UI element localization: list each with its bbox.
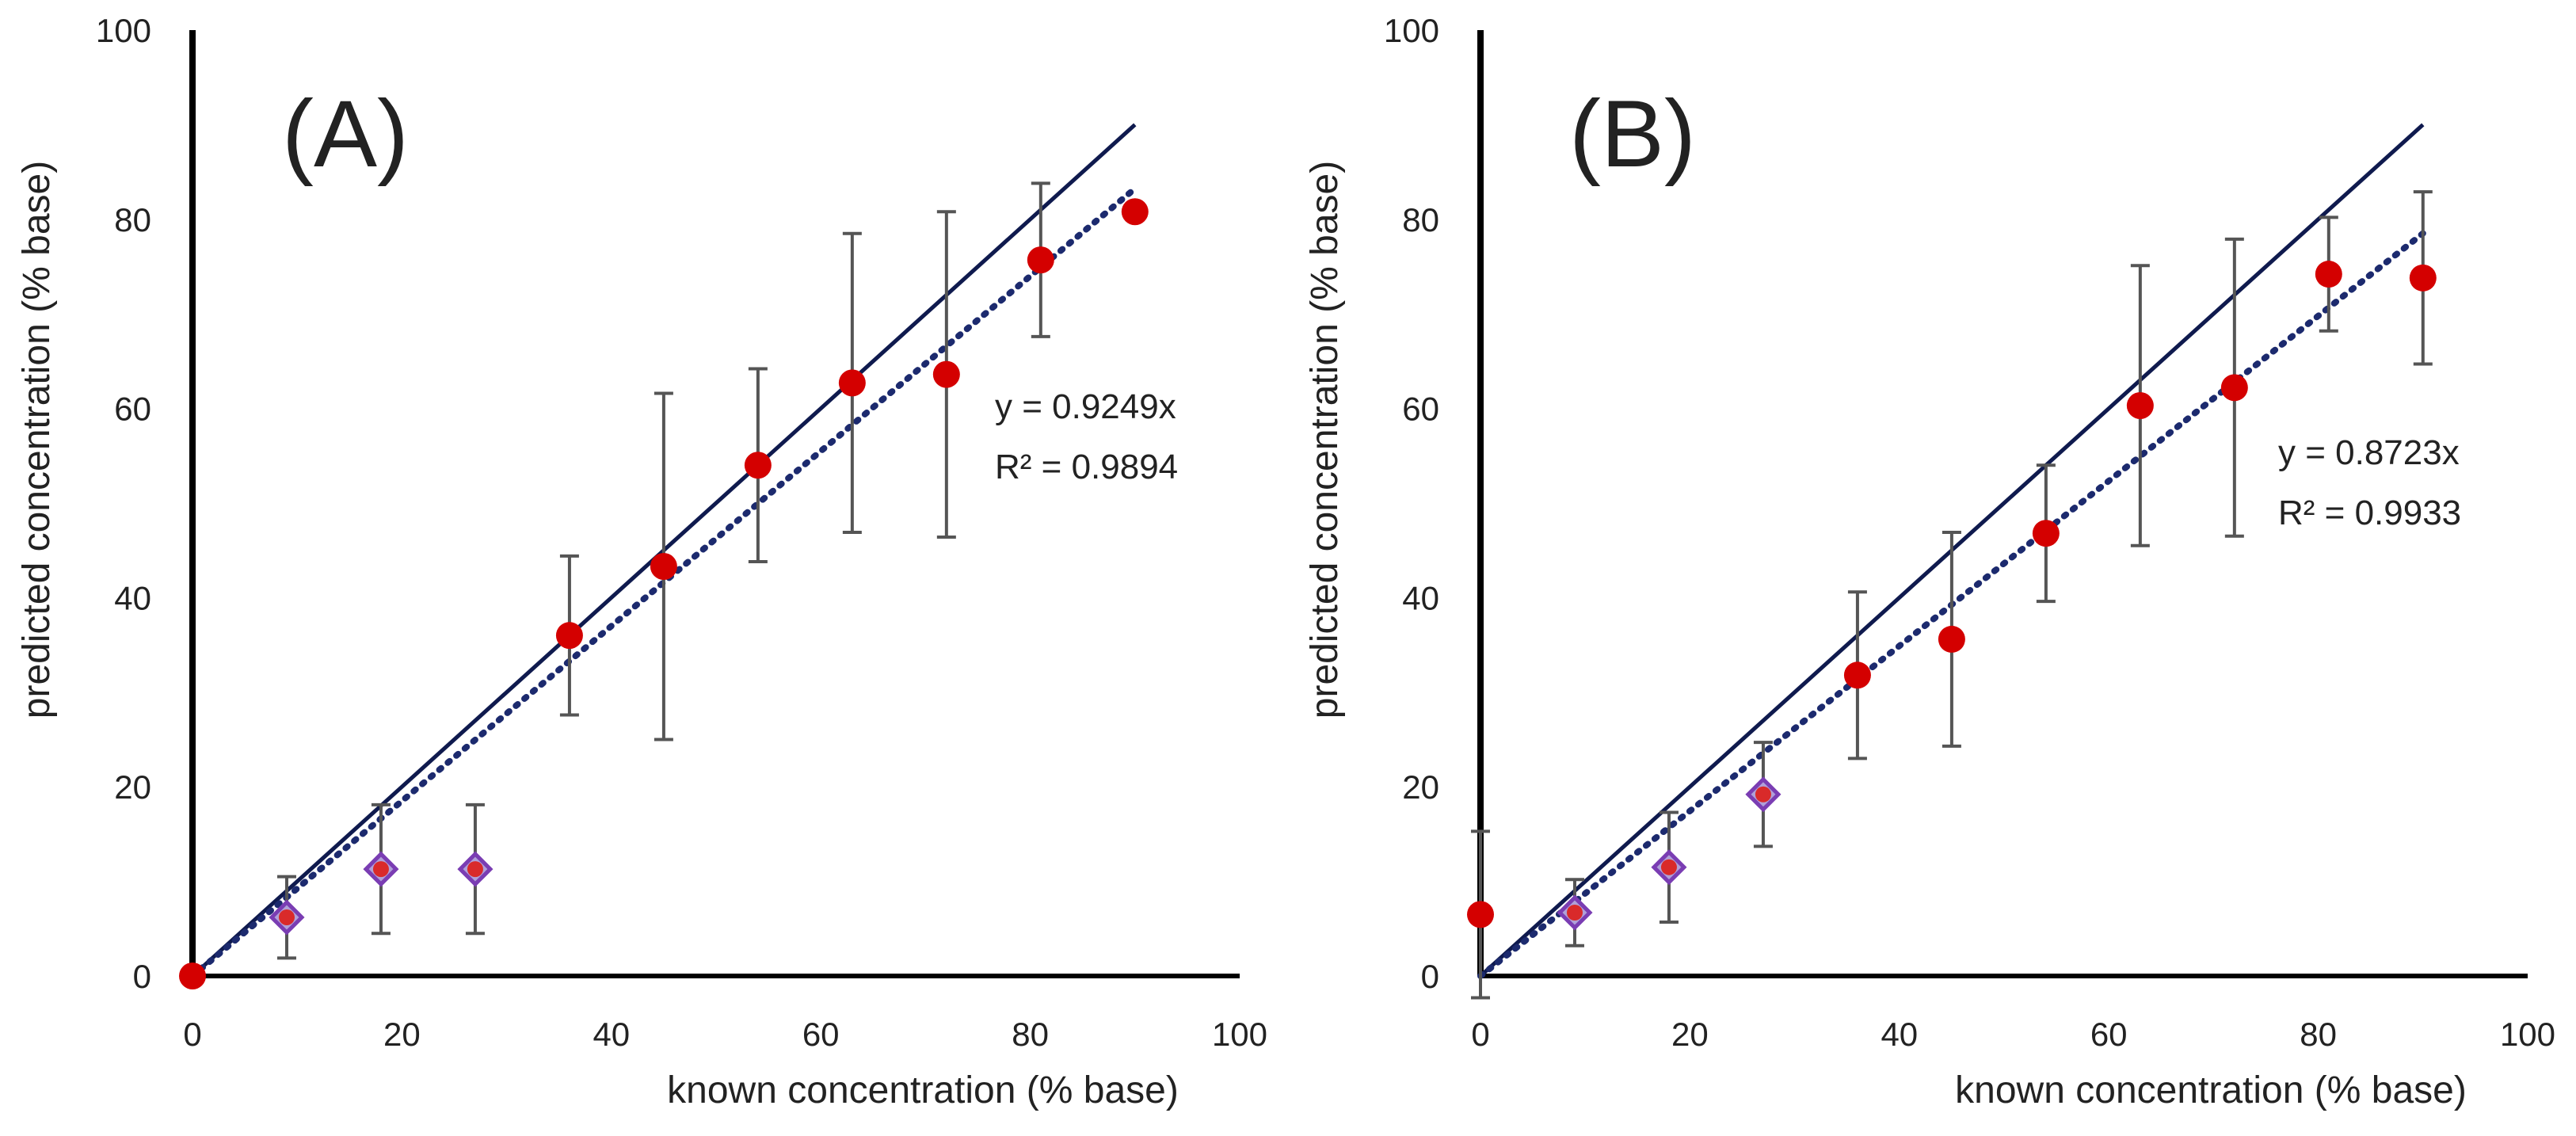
x-tick-label: 0 (183, 1016, 201, 1053)
y-tick-label: 60 (114, 391, 151, 428)
y-tick-label: 80 (1402, 201, 1439, 238)
y-axis-label: predicted concentration (% base) (1304, 161, 1346, 719)
y-tick-label: 20 (1402, 768, 1439, 806)
data-point (1938, 625, 1965, 653)
data-point (932, 360, 960, 388)
data-point (1121, 198, 1149, 226)
panel-label: (A) (282, 81, 409, 187)
x-tick-label: 80 (2300, 1016, 2337, 1053)
data-point (2409, 264, 2437, 292)
data-point (838, 369, 866, 397)
data-point (555, 622, 583, 650)
x-tick-label: 80 (1012, 1016, 1049, 1053)
regression-equation: y = 0.8723x (2278, 433, 2460, 472)
data-point-diamond-core (1660, 859, 1677, 875)
y-tick-label: 60 (1402, 391, 1439, 428)
data-point-diamond-core (278, 909, 295, 925)
r-squared: R² = 0.9894 (995, 448, 1178, 486)
data-point (2315, 261, 2342, 288)
r-squared: R² = 0.9933 (2278, 494, 2461, 532)
data-point-diamond-core (467, 861, 483, 878)
y-tick-label: 40 (1402, 579, 1439, 616)
x-tick-label: 20 (1671, 1016, 1709, 1053)
x-tick-label: 60 (802, 1016, 840, 1053)
data-point (2220, 374, 2248, 402)
data-point (1843, 661, 1871, 689)
data-point-diamond-core (372, 861, 389, 878)
x-axis-label: known concentration (% base) (1955, 1069, 2467, 1111)
x-tick-label: 40 (1881, 1016, 1918, 1053)
x-tick-label: 0 (1471, 1016, 1489, 1053)
y-tick-label: 100 (1384, 12, 1439, 49)
x-tick-label: 60 (2090, 1016, 2128, 1053)
x-tick-label: 100 (2500, 1016, 2555, 1053)
data-point (179, 963, 206, 989)
regression-equation: y = 0.9249x (995, 387, 1176, 426)
data-point (1467, 901, 1494, 928)
y-tick-label: 0 (133, 958, 151, 995)
data-point (2126, 392, 2154, 420)
data-point (2032, 520, 2060, 547)
chart-panel-b: 0 20 40 60 80 100 0 20 40 60 80 100 known concentrat… (1304, 12, 2555, 1111)
y-axis-label: predicted concentration (% base) (16, 161, 58, 719)
panel-label: (B) (1569, 81, 1696, 187)
data-point (744, 452, 772, 479)
y-tick-label: 100 (96, 12, 151, 49)
x-tick-label: 20 (383, 1016, 421, 1053)
data-point-diamond-core (1755, 786, 1771, 802)
data-point (1027, 246, 1054, 274)
chart-panel-a: 0 20 40 60 80 100 0 20 40 60 80 100 known concentrat… (16, 12, 1267, 1111)
x-tick-label: 40 (593, 1016, 630, 1053)
data-point (650, 552, 677, 580)
y-tick-label: 40 (114, 579, 151, 616)
x-axis-label: known concentration (% base) (667, 1069, 1179, 1111)
y-tick-label: 20 (114, 768, 151, 806)
data-point-diamond-core (1566, 905, 1583, 921)
y-tick-label: 0 (1421, 958, 1439, 995)
x-tick-label: 100 (1212, 1016, 1267, 1053)
y-tick-label: 80 (114, 201, 151, 238)
